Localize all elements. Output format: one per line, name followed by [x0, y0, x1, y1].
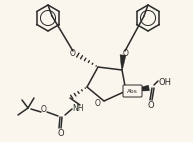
Text: O: O	[70, 49, 76, 58]
Text: O: O	[148, 101, 154, 109]
Text: Abs: Abs	[127, 89, 137, 94]
Polygon shape	[120, 55, 126, 70]
Text: O: O	[41, 106, 47, 114]
Text: O: O	[95, 100, 101, 108]
Text: OH: OH	[159, 78, 172, 86]
FancyBboxPatch shape	[123, 85, 142, 97]
Text: O: O	[57, 129, 64, 137]
Text: NH: NH	[72, 104, 84, 113]
Text: O: O	[123, 49, 129, 58]
Polygon shape	[126, 85, 149, 91]
